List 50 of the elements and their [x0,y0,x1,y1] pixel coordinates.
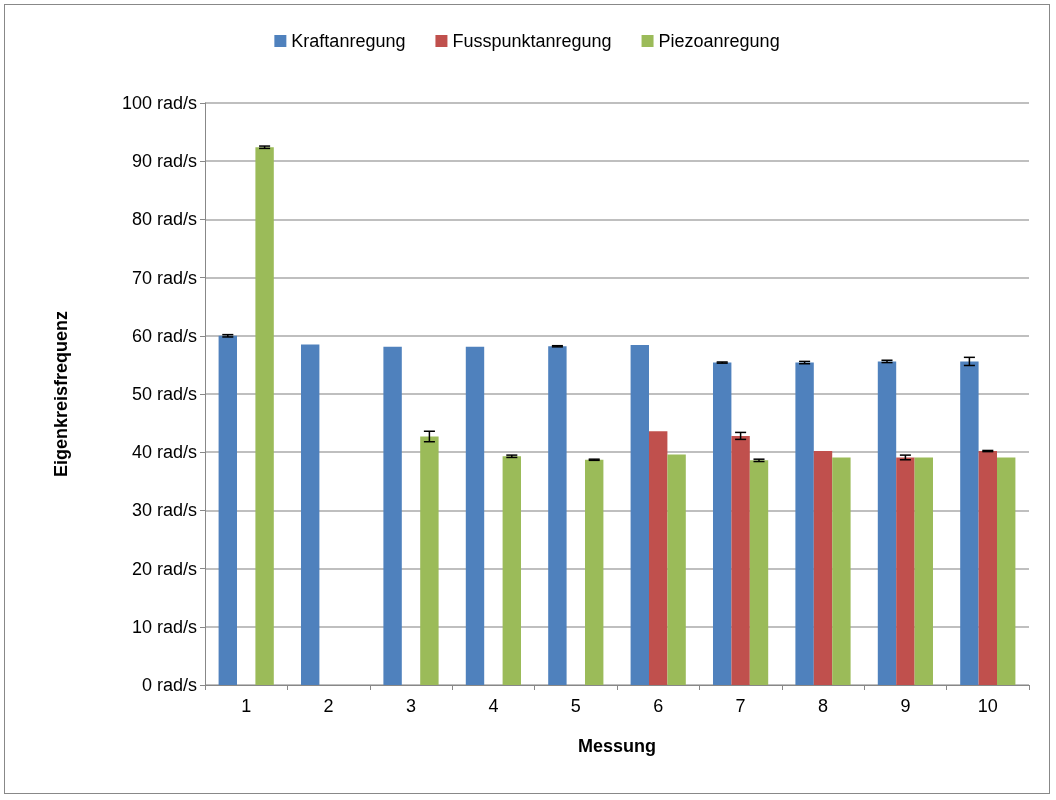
bar [502,456,521,685]
y-tick-label: 100 rad/s [121,93,197,113]
bar [301,344,320,685]
bar [997,457,1016,685]
bar [585,459,604,685]
legend-label: Fusspunktanregung [452,31,612,51]
legend-label: Piezoanregung [658,31,780,51]
x-tick-label: 7 [735,696,746,716]
x-tick-label: 5 [570,696,581,716]
x-tick-label: 6 [653,696,664,716]
x-axis-title: Messung [577,736,657,756]
bar [731,435,750,685]
bar [548,346,567,685]
y-axis-title: Eigenkreisfrequenz [51,310,71,478]
bar [630,345,649,685]
bar [649,431,668,685]
x-tick-label: 10 [977,696,998,716]
bar [218,335,237,685]
bar [667,454,686,685]
x-tick-label: 1 [241,696,252,716]
y-tick-label: 30 rad/s [131,500,197,521]
y-tick-label: 50 rad/s [131,384,197,404]
y-tick-label: 80 rad/s [131,209,197,230]
y-tick-label: 40 rad/s [131,442,197,463]
bar [749,460,769,685]
legend-label: Kraftanregung [291,31,406,51]
bar [795,362,814,685]
bar [383,346,402,685]
y-tick-label: 20 rad/s [131,558,197,579]
x-tick-label: 4 [488,696,499,716]
bar [978,451,997,685]
y-tick-label: 60 rad/s [131,325,197,346]
y-tick-label: 10 rad/s [131,616,197,637]
x-tick-label: 9 [900,696,911,716]
bar [813,451,833,685]
bar [896,457,915,685]
y-tick-label: 70 rad/s [131,267,197,288]
bar [877,361,897,685]
bar [914,457,933,685]
x-tick-label: 8 [817,696,829,716]
y-tick-label: 90 rad/s [131,151,197,172]
bar [832,457,851,685]
bar [255,147,274,685]
x-tick-label: 3 [405,696,417,716]
y-tick-label: 0 rad/s [141,675,197,695]
bar [465,346,485,685]
bar [713,362,732,685]
bar [960,361,979,685]
x-tick-label: 2 [323,696,334,716]
bar [420,436,439,685]
